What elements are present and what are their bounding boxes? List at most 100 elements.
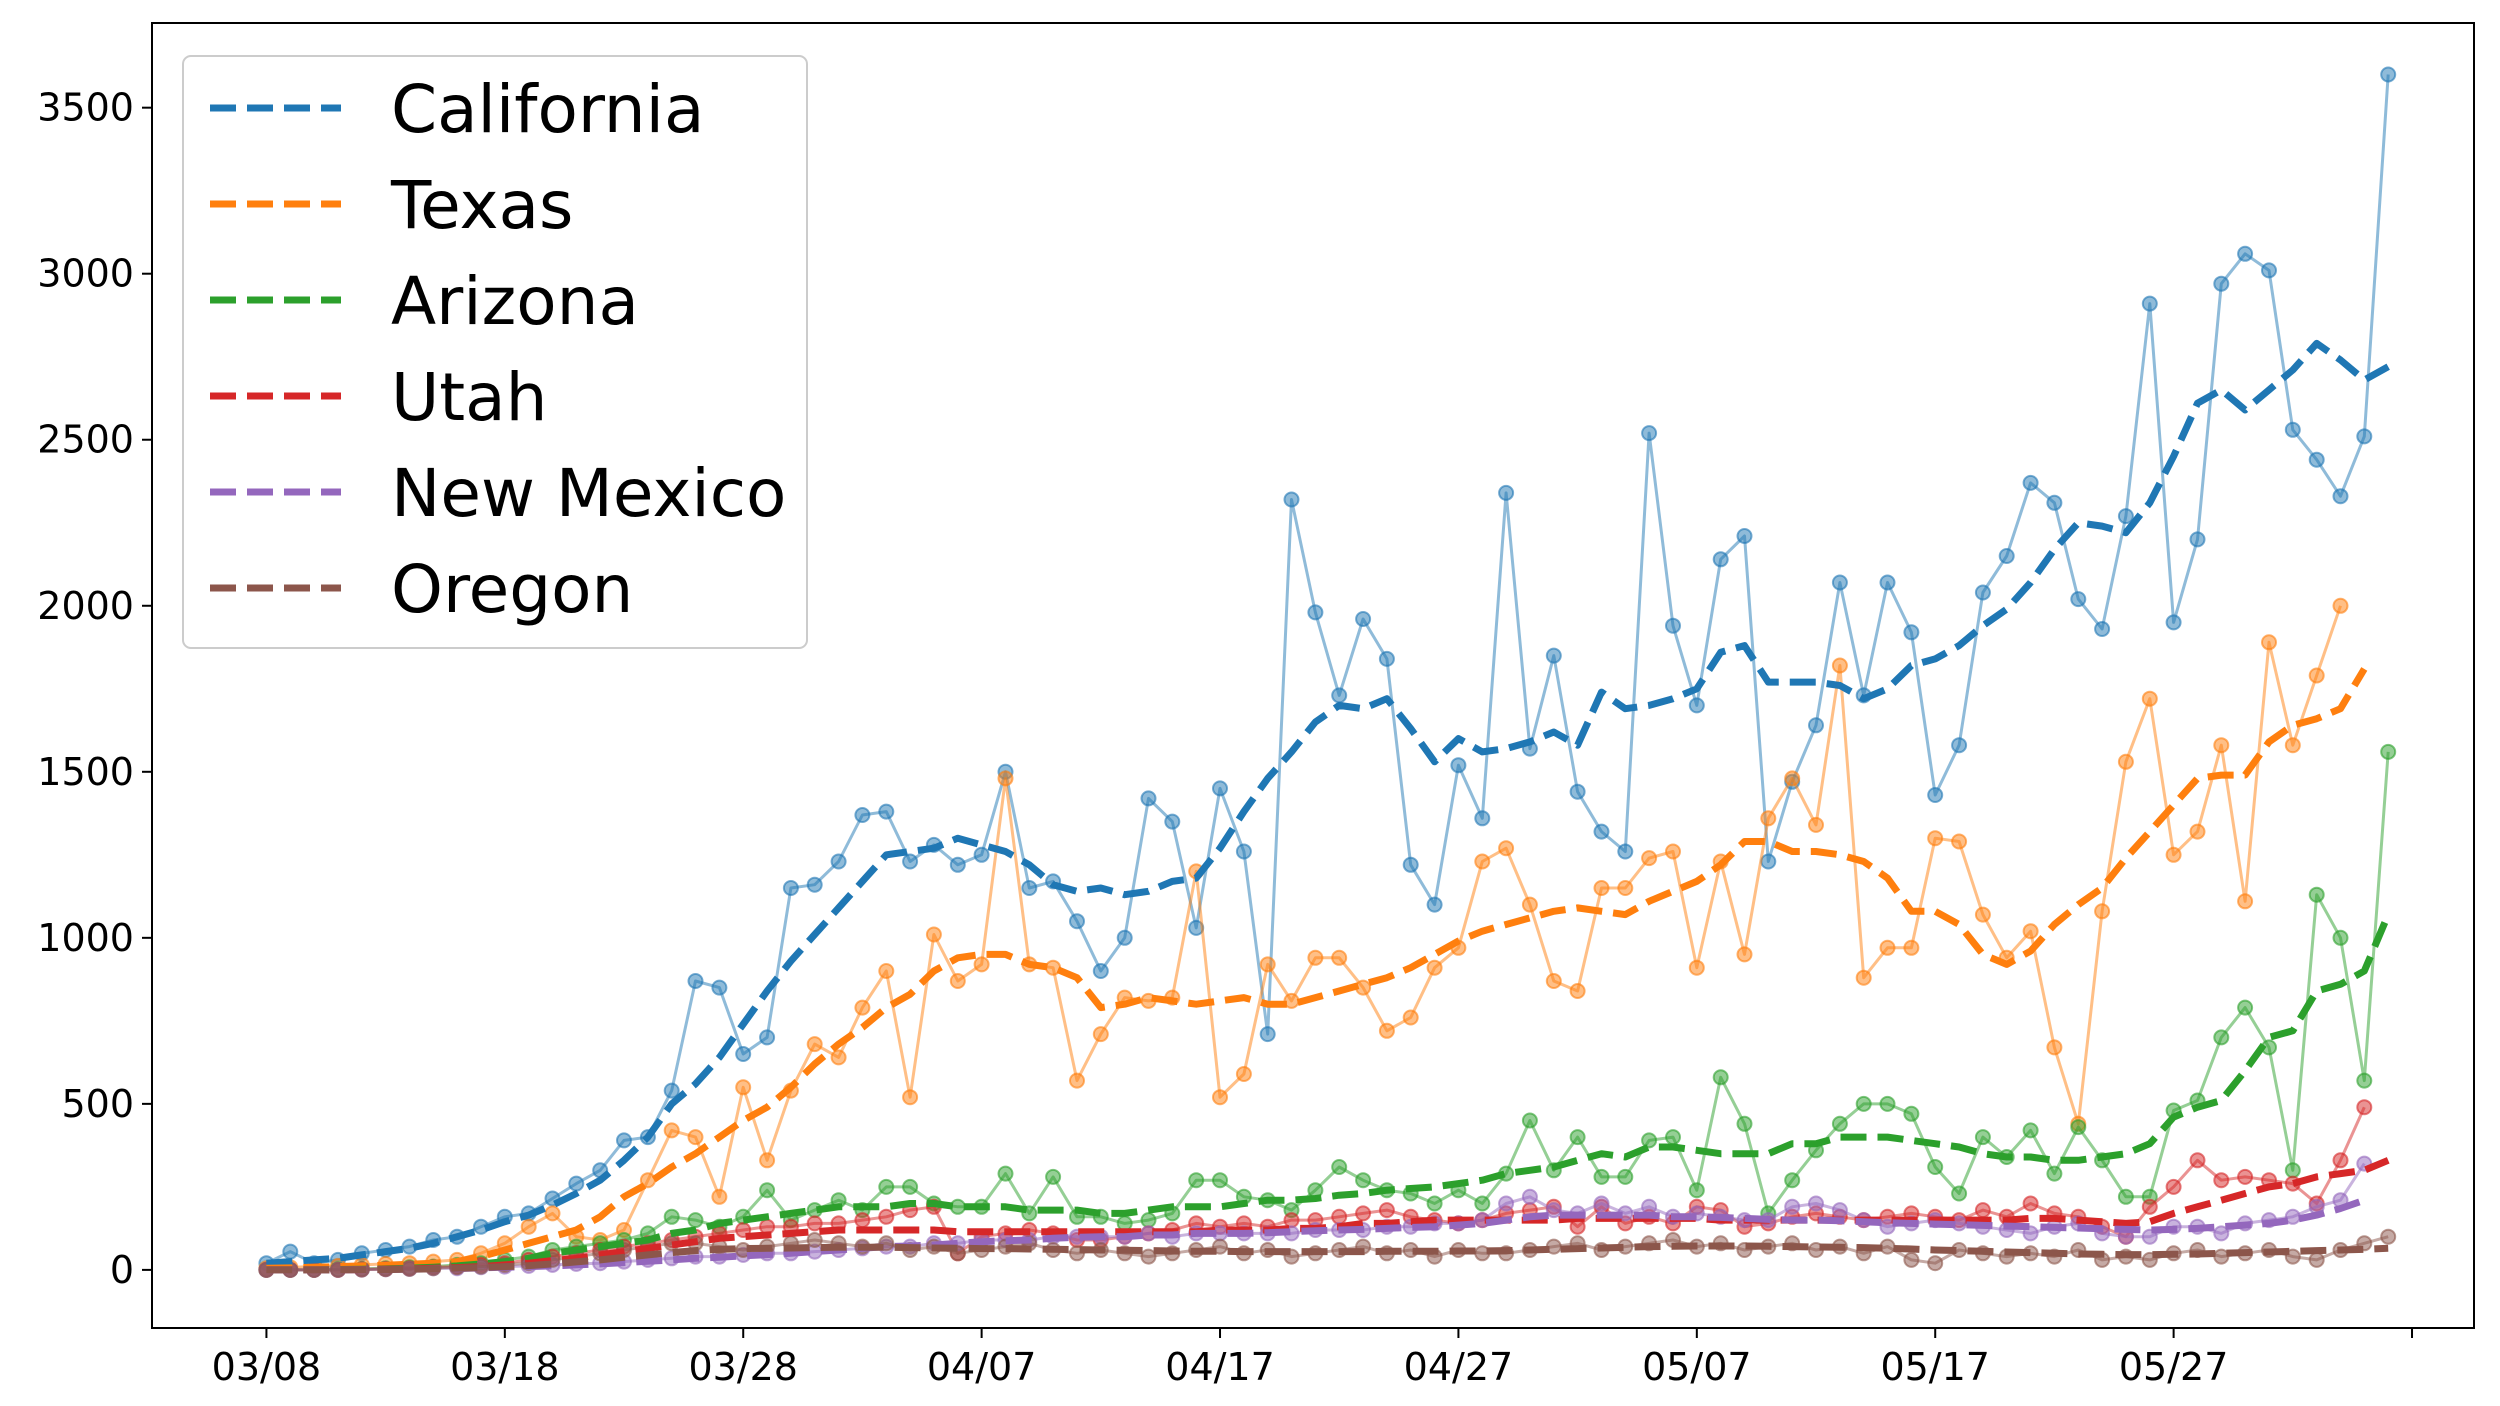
data-point — [854, 807, 871, 823]
data-point — [1593, 1168, 1610, 1185]
data-point — [2332, 929, 2349, 946]
data-point — [1688, 697, 1705, 714]
data-point — [1212, 1172, 1228, 1189]
data-point — [711, 979, 728, 996]
data-point — [2094, 903, 2111, 920]
data-point — [1474, 853, 1491, 870]
data-point — [1378, 650, 1395, 667]
data-point — [1259, 956, 1276, 973]
data-point — [854, 1212, 871, 1229]
data-point — [1974, 1202, 1991, 1219]
trend-line — [266, 667, 2368, 1272]
data-point — [1235, 1066, 1252, 1082]
data-point — [1855, 969, 1872, 986]
data-point — [2237, 1168, 2254, 1185]
data-point — [1569, 1129, 1586, 1146]
x-tick-label: 04/27 — [1404, 1345, 1514, 1389]
data-point — [806, 1232, 823, 1248]
data-point — [2189, 823, 2206, 840]
data-point — [2261, 634, 2277, 651]
data-point — [1045, 1168, 1062, 1185]
data-point — [759, 1182, 776, 1199]
data-point — [711, 1188, 728, 1205]
data-point — [1974, 584, 1991, 601]
data-point — [1855, 1095, 1872, 1112]
data-point — [1927, 1159, 1944, 1175]
data-point — [878, 1208, 895, 1225]
data-point — [1498, 1195, 1515, 1212]
y-tick-label: 0 — [110, 1248, 134, 1292]
data-point — [2308, 886, 2325, 903]
data-point — [735, 1079, 752, 1096]
data-point — [1355, 1172, 1372, 1189]
legend-label: Oregon — [391, 551, 633, 628]
data-point — [1355, 1205, 1372, 1222]
data-point — [1688, 1182, 1705, 1199]
data-point — [1426, 1195, 1443, 1212]
data-point — [1545, 647, 1562, 664]
series-california — [258, 66, 2397, 1272]
data-point — [2117, 1188, 2134, 1205]
data-point — [1212, 1089, 1228, 1106]
data-point — [520, 1218, 537, 1235]
legend-item-new-mexico: New Mexico — [210, 455, 786, 532]
data-point — [2332, 1152, 2349, 1169]
x-tick-label: 05/27 — [2119, 1345, 2229, 1389]
data-point — [616, 1132, 632, 1149]
trend-california — [266, 339, 2390, 1267]
data-point — [1474, 1195, 1491, 1212]
data-point — [687, 973, 704, 989]
data-point — [1378, 1202, 1395, 1219]
data-point — [1879, 1095, 1896, 1112]
legend-item-oregon: Oregon — [210, 551, 633, 628]
data-point — [2380, 1228, 2397, 1245]
data-point — [2165, 614, 2182, 631]
legend-item-texas: Texas — [210, 167, 573, 244]
data-point — [2213, 1029, 2230, 1046]
data-point — [1569, 783, 1586, 800]
x-tick-label: 03/08 — [212, 1345, 322, 1389]
data-point — [902, 853, 919, 870]
data-point — [2189, 531, 2206, 548]
data-point — [1879, 574, 1896, 591]
data-point — [2380, 66, 2397, 83]
y-tick-label: 2000 — [37, 584, 134, 628]
data-point — [1784, 1172, 1801, 1189]
data-point — [687, 1129, 704, 1146]
data-point — [2117, 753, 2134, 770]
data-point — [1307, 949, 1324, 966]
data-point — [2332, 488, 2349, 505]
data-point — [1712, 1069, 1729, 1086]
data-point — [663, 1082, 680, 1099]
data-point — [1665, 843, 1681, 860]
data-point — [1808, 717, 1824, 734]
data-point — [2356, 428, 2373, 445]
data-point — [1593, 880, 1610, 896]
x-tick-label: 05/17 — [1880, 1345, 1990, 1389]
legend-label: Arizona — [391, 263, 639, 340]
data-point — [1879, 1218, 1896, 1235]
data-point — [949, 1198, 966, 1215]
data-point — [1426, 959, 1443, 976]
data-point — [2022, 474, 2039, 491]
data-point — [902, 1178, 919, 1195]
data-point — [2141, 1198, 2158, 1215]
data-point — [782, 880, 799, 896]
data-point — [1593, 823, 1610, 840]
data-point — [1140, 1212, 1157, 1229]
data-point — [902, 1089, 919, 1106]
data-point — [2284, 1162, 2301, 1179]
trend-oregon — [266, 1242, 2389, 1274]
data-point — [830, 1049, 847, 1066]
data-point — [1498, 840, 1515, 857]
data-point — [2165, 1178, 2182, 1195]
data-point — [997, 1165, 1014, 1182]
data-point — [1688, 959, 1705, 976]
data-point — [1331, 1159, 1348, 1175]
data-point — [1808, 816, 1824, 833]
data-point — [1092, 1026, 1109, 1043]
data-point — [1974, 1129, 1991, 1146]
data-point — [1760, 853, 1777, 870]
data-point — [1903, 624, 1920, 641]
